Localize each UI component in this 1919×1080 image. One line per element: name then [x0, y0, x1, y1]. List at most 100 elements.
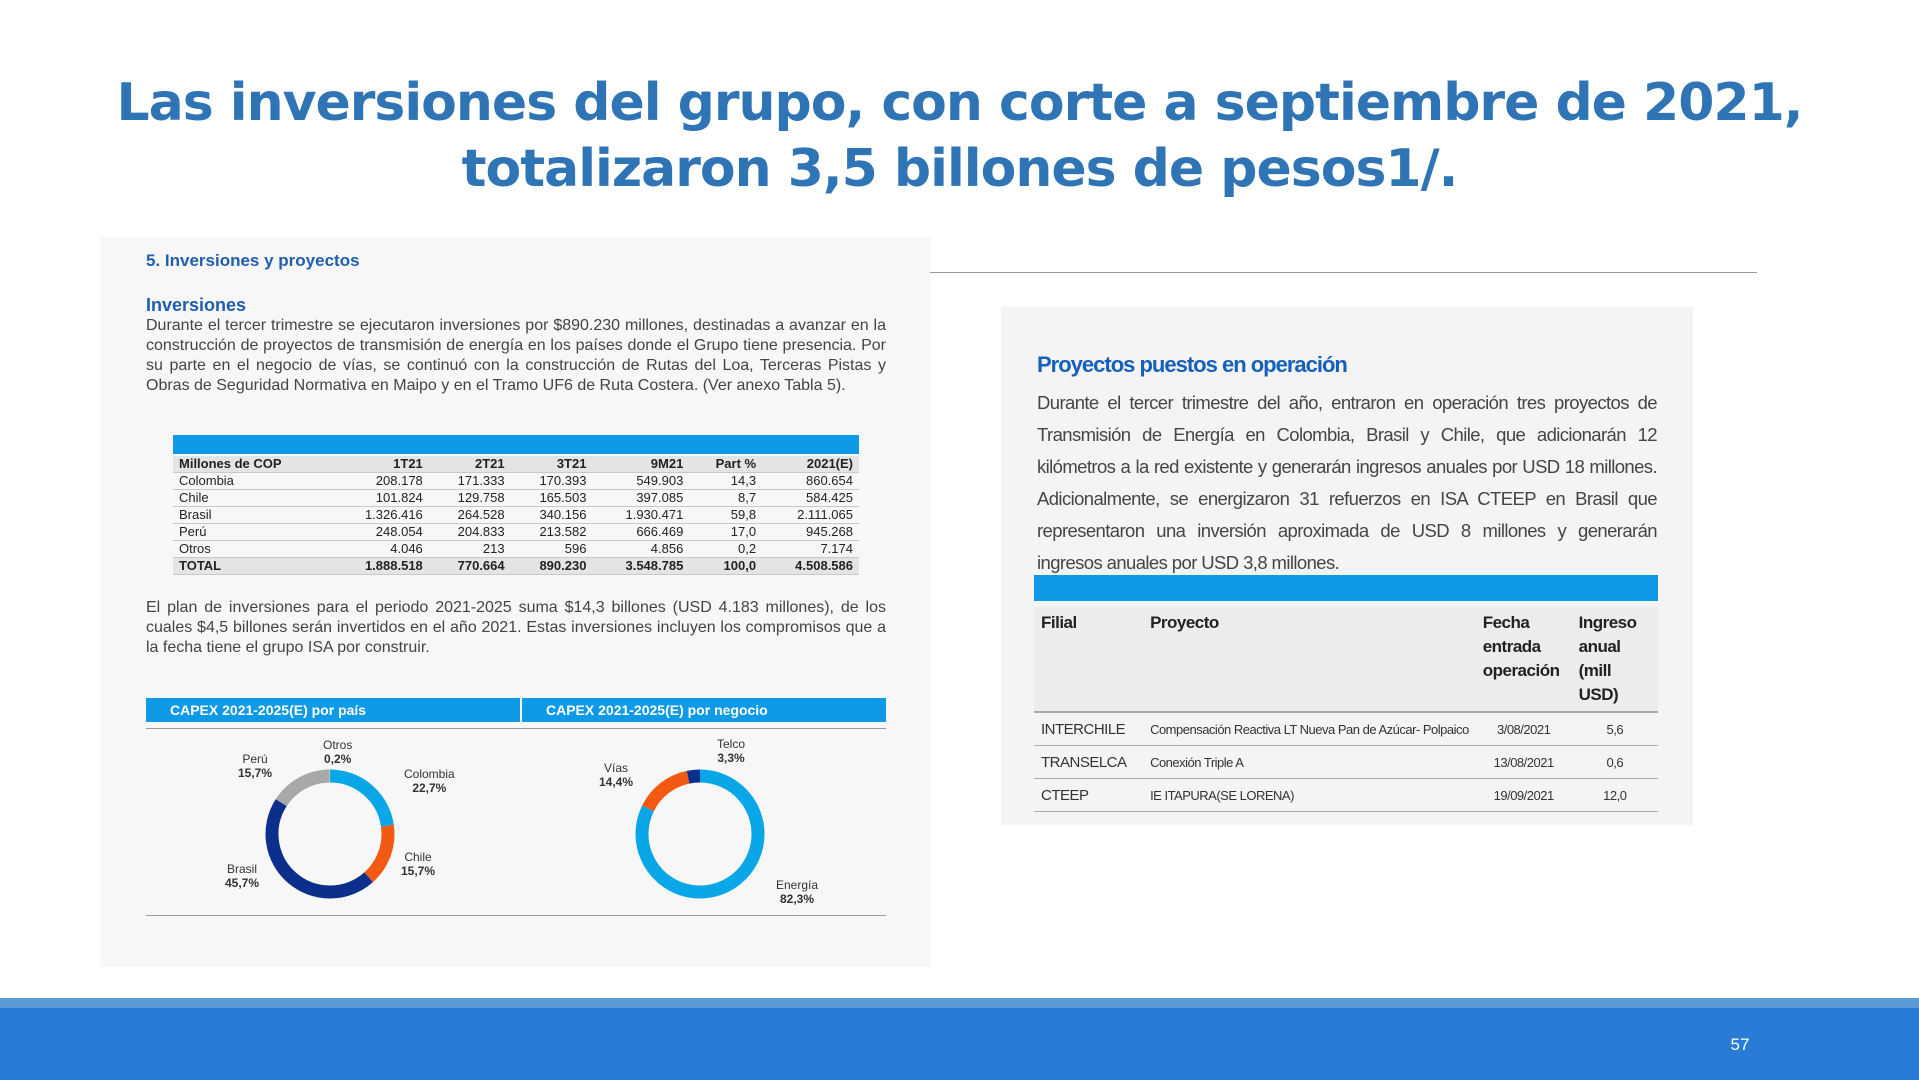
table-cell: 584.425: [762, 489, 859, 507]
slice-value: 15,7%: [401, 864, 436, 878]
projects-table: Filial Proyecto Fecha entrada operación …: [1034, 607, 1658, 812]
table-header-cell: 9M21: [592, 456, 690, 473]
table-header-cell: Proyecto: [1143, 607, 1476, 713]
table-cell: 213: [428, 540, 511, 558]
slice-name: Otros: [323, 738, 353, 752]
table-cell: 3.548.785: [592, 557, 690, 575]
footer-stripe: [0, 998, 1919, 1008]
table-cell: 8,7: [689, 489, 763, 507]
slice-value: 3,3%: [717, 751, 745, 765]
table-cell: 204.833: [428, 523, 511, 541]
table-cell: 860.654: [762, 472, 859, 490]
table-cell: 770.664: [428, 557, 511, 575]
table-cell: 12,0: [1571, 778, 1658, 812]
table-cell: Perú: [173, 523, 332, 541]
donut-slice-energia: [635, 769, 765, 899]
capex-business-donut-chart: [635, 769, 765, 899]
table-cell: 397.085: [592, 489, 690, 507]
slice-value: 82,3%: [780, 892, 815, 906]
capex-business-header: CAPEX 2021-2025(E) por negocio: [522, 698, 886, 722]
table-cell: Colombia: [173, 472, 332, 490]
slice-value: 0,2%: [323, 752, 352, 766]
table-cell: 1.930.471: [592, 506, 690, 524]
donut-slice-colombia: [329, 769, 394, 827]
capex-country-header: CAPEX 2021-2025(E) por país: [146, 698, 520, 722]
table-row: Otros 4.046 213 596 4.856 0,2 7.174: [173, 540, 859, 558]
slide-title-line2: totalizaron 3,5 billones de pesos1/.: [461, 139, 1459, 199]
table-cell: 170.393: [510, 472, 593, 490]
capex-top-line: [146, 728, 886, 729]
table-total-row: TOTAL 1.888.518 770.664 890.230 3.548.78…: [173, 557, 859, 575]
table-cell: 165.503: [510, 489, 593, 507]
donut-label-otros: Otros 0,2%: [323, 738, 352, 766]
table-cell: 248.054: [331, 523, 429, 541]
slice-value: 45,7%: [225, 876, 260, 890]
table-cell: 208.178: [331, 472, 429, 490]
table-cell: 13/08/2021: [1475, 745, 1572, 779]
slice-value: 22,7%: [412, 781, 447, 795]
investments-table: Millones de COP 1T21 2T21 3T21 9M21 Part…: [173, 456, 859, 575]
table-cell: TOTAL: [173, 557, 332, 575]
table-cell: 1.888.518: [331, 557, 429, 575]
projects-title: Proyectos puestos en operación: [1037, 352, 1348, 377]
table-cell: 171.333: [428, 472, 511, 490]
table-cell: 59,8: [689, 506, 763, 524]
table-row: Perú 248.054 204.833 213.582 666.469 17,…: [173, 523, 859, 541]
investments-document-image: 5. Inversiones y proyectos Inversiones D…: [100, 237, 930, 967]
divider-line: [930, 272, 1757, 273]
table-header-cell: Filial: [1034, 607, 1144, 713]
slice-name: Chile: [404, 850, 432, 864]
table-cell: 129.758: [428, 489, 511, 507]
table-cell: CTEEP: [1034, 778, 1144, 812]
table-row: INTERCHILE Compensación Reactiva LT Nuev…: [1034, 712, 1658, 746]
donut-label-telco: Telco 3,3%: [717, 737, 745, 765]
table-cell: 890.230: [510, 557, 593, 575]
table-cell: 340.156: [510, 506, 593, 524]
slide-title-line1: Las inversiones del grupo, con corte a s…: [116, 73, 1803, 133]
donut-label-chile: Chile 15,7%: [401, 850, 435, 878]
capex-bottom-line: [146, 915, 886, 916]
slice-name: Colombia: [404, 767, 455, 781]
table-cell: 4.856: [592, 540, 690, 558]
page-number: 57: [1730, 1035, 1750, 1054]
table-header-cell: Part %: [689, 456, 763, 473]
table-header-row: Filial Proyecto Fecha entrada operación …: [1034, 607, 1658, 713]
table-header-row: Millones de COP 1T21 2T21 3T21 9M21 Part…: [173, 456, 859, 473]
projects-paragraph: Durante el tercer trimestre del año, ent…: [1037, 392, 1658, 573]
table-cell: 213.582: [510, 523, 593, 541]
slice-value: 15,7%: [238, 766, 273, 780]
donut-label-energia: Energía 82,3%: [776, 878, 818, 906]
table-cell: 2.111.065: [762, 506, 859, 524]
projects-document-image: Proyectos puestos en operación Durante e…: [1001, 307, 1693, 825]
investment-plan-paragraph: El plan de inversiones para el periodo 2…: [146, 599, 886, 656]
capex-country-donut-chart: [265, 769, 395, 899]
table-cell: 666.469: [592, 523, 690, 541]
table-cell: Otros: [173, 540, 332, 558]
projects-table-header-bar: [1034, 575, 1658, 601]
table-header-cell: 2T21: [428, 456, 511, 473]
table-row: Brasil 1.326.416 264.528 340.156 1.930.4…: [173, 506, 859, 524]
table-cell: 7.174: [762, 540, 859, 558]
table-cell: IE ITAPURA(SE LORENA): [1143, 778, 1476, 812]
table-cell: 5,6: [1571, 712, 1658, 746]
donut-label-colombia: Colombia 22,7%: [404, 767, 455, 795]
table-cell: 549.903: [592, 472, 690, 490]
table-cell: 17,0: [689, 523, 763, 541]
table-cell: 100,0: [689, 557, 763, 575]
table-row: Colombia 208.178 171.333 170.393 549.903…: [173, 472, 859, 490]
table-header-cell: Fecha entrada operación: [1475, 607, 1572, 713]
table-cell: TRANSELCA: [1034, 745, 1144, 779]
table-row: CTEEP IE ITAPURA(SE LORENA) 19/09/2021 1…: [1034, 778, 1658, 812]
table-header-cell: Ingreso anual (mill USD): [1571, 607, 1658, 713]
slide-title: Las inversiones del grupo, con corte a s…: [0, 70, 1919, 202]
donut-slice-brasil: [265, 799, 373, 899]
table-cell: Compensación Reactiva LT Nueva Pan de Az…: [1143, 712, 1476, 746]
donut-slice-telco: [686, 769, 701, 784]
table-cell: 14,3: [689, 472, 763, 490]
table-cell: 19/09/2021: [1475, 778, 1572, 812]
footer-band: [0, 1008, 1919, 1080]
investments-subtitle: Inversiones: [146, 295, 247, 315]
table-cell: 264.528: [428, 506, 511, 524]
table-cell: 101.824: [331, 489, 429, 507]
table-header-cell: 3T21: [510, 456, 593, 473]
